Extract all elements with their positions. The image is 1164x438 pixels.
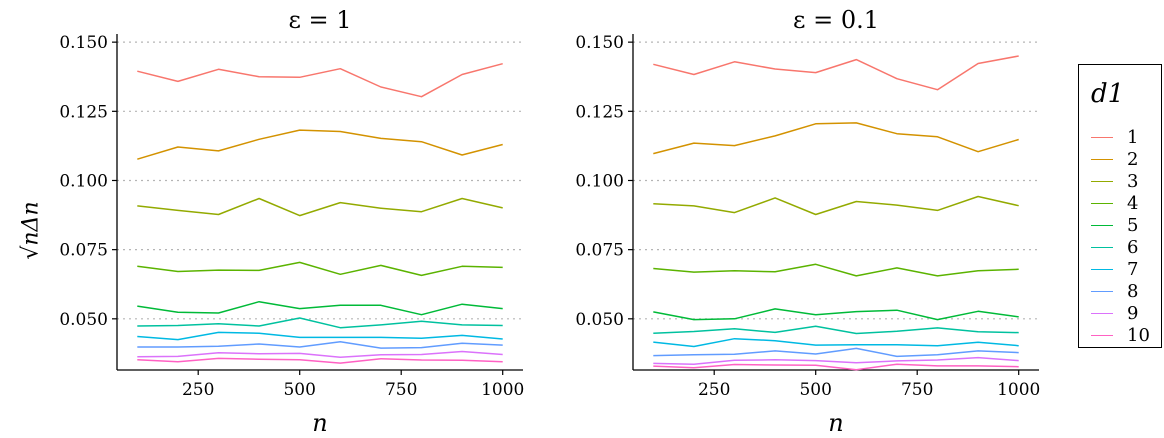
series-line-9 — [653, 356, 1019, 365]
panel-1: ε = 1 0.050 0.075 0.100 0.125 0.150 250 500 750 1… — [59, 6, 524, 437]
panel-title: ε = 0.1 — [793, 6, 879, 34]
x-tick-label: 750 — [385, 380, 417, 400]
panel-2: ε = 0.1 0.050 0.075 0.100 0.125 0.150 250 500 75… — [575, 6, 1040, 437]
series-line-1 — [137, 62, 503, 98]
x-tick-label: 750 — [901, 380, 933, 400]
series-line-6 — [137, 317, 503, 329]
legend-swatch — [1091, 136, 1113, 138]
x-tick-label: 250 — [182, 380, 214, 400]
series-line-7 — [137, 331, 503, 341]
series-line-8 — [653, 347, 1019, 358]
legend-item-6: 6 — [1091, 235, 1138, 259]
legend-item-4: 4 — [1091, 191, 1138, 215]
x-axis-title: n — [312, 409, 327, 437]
legend-swatch — [1091, 290, 1113, 292]
x-tick-label: 250 — [698, 380, 730, 400]
series-line-3 — [653, 195, 1019, 216]
legend-swatch — [1091, 312, 1113, 314]
legend-swatch — [1091, 268, 1113, 270]
legend-item-10: 10 — [1091, 323, 1150, 347]
x-tick-label: 1000 — [481, 380, 524, 400]
legend-swatch — [1091, 180, 1113, 182]
legend-item-7: 7 — [1091, 257, 1138, 281]
y-tick-label: 0.050 — [59, 310, 108, 330]
legend-label: 3 — [1127, 170, 1139, 192]
legend-swatch — [1091, 202, 1113, 204]
series-line-6 — [653, 325, 1019, 335]
y-tick-label: 0.125 — [575, 102, 624, 122]
legend-item-8: 8 — [1091, 279, 1138, 303]
legend-title: d1 — [1091, 79, 1124, 109]
legend-item-2: 2 — [1091, 147, 1138, 171]
y-tick-label: 0.150 — [575, 33, 624, 53]
legend-label: 6 — [1127, 236, 1139, 258]
series-line-1 — [653, 55, 1019, 91]
legend: d1 1 2 3 4 5 6 7 8 9 10 — [1078, 64, 1162, 348]
legend-label: 10 — [1127, 324, 1150, 346]
series-line-4 — [137, 261, 503, 277]
legend-item-1: 1 — [1091, 125, 1138, 149]
series-line-9 — [137, 350, 503, 359]
x-tick-label: 500 — [799, 380, 831, 400]
legend-item-3: 3 — [1091, 169, 1138, 193]
legend-label: 5 — [1127, 214, 1139, 236]
legend-swatch — [1091, 158, 1113, 160]
series-line-10 — [137, 357, 503, 364]
series-line-2 — [137, 129, 503, 160]
x-tick-label: 1000 — [997, 380, 1040, 400]
series-line-3 — [137, 197, 503, 217]
y-axis-label: √nΔn — [18, 200, 44, 260]
legend-title-text: d1 — [1091, 79, 1125, 109]
y-tick-label: 0.050 — [575, 310, 624, 330]
legend-swatch — [1091, 334, 1113, 336]
panel-title: ε = 1 — [288, 6, 351, 34]
y-tick-label: 0.100 — [59, 171, 108, 191]
series-line-8 — [137, 341, 503, 349]
x-tick-label: 500 — [283, 380, 315, 400]
x-axis-title: n — [828, 409, 843, 437]
series-line-10 — [653, 363, 1019, 371]
legend-label: 8 — [1127, 280, 1139, 302]
legend-label: 9 — [1127, 302, 1139, 324]
legend-label: 7 — [1127, 258, 1139, 280]
series-line-5 — [653, 308, 1019, 321]
y-tick-label: 0.100 — [575, 171, 624, 191]
y-tick-label: 0.075 — [575, 241, 624, 261]
series-line-5 — [137, 300, 503, 316]
legend-label: 2 — [1127, 148, 1139, 170]
legend-swatch — [1091, 224, 1113, 226]
legend-label: 1 — [1127, 126, 1139, 148]
y-axis-label-container: √nΔn — [4, 201, 58, 259]
legend-label: 4 — [1127, 192, 1139, 214]
legend-item-5: 5 — [1091, 213, 1138, 237]
legend-swatch — [1091, 246, 1113, 248]
series-line-4 — [653, 263, 1019, 277]
y-tick-label: 0.125 — [59, 102, 108, 122]
y-tick-label: 0.150 — [59, 33, 108, 53]
y-tick-label: 0.075 — [59, 241, 108, 261]
series-line-2 — [653, 122, 1019, 155]
series-line-7 — [653, 337, 1019, 348]
legend-item-9: 9 — [1091, 301, 1138, 325]
